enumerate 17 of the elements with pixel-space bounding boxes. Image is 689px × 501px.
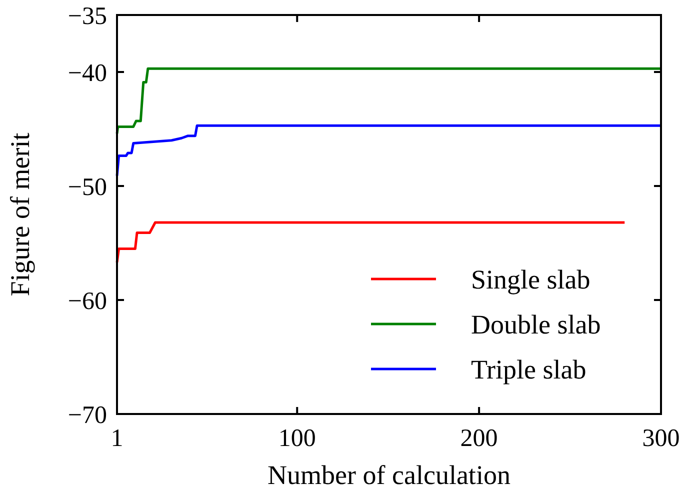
line-series xyxy=(116,67,662,135)
line-series xyxy=(116,124,662,177)
legend-label: Double slab xyxy=(471,309,601,340)
y-axis-title: Figure of merit xyxy=(5,132,35,296)
x-tick-label: 1 xyxy=(110,425,124,452)
y-tick-label: −70 xyxy=(68,402,107,429)
legend-label: Triple slab xyxy=(471,354,586,384)
y-tick-label: −60 xyxy=(68,288,107,315)
y-tick-label: −40 xyxy=(68,60,107,87)
x-axis-title: Number of calculation xyxy=(268,460,511,490)
x-tick-label: 300 xyxy=(642,425,680,452)
y-tick-label: −50 xyxy=(68,174,107,201)
y-tick-label: −35 xyxy=(68,2,107,30)
x-tick-label: 200 xyxy=(460,425,498,452)
line-series xyxy=(116,221,626,264)
x-tick-label: 100 xyxy=(278,425,316,452)
legend-label: Single slab xyxy=(471,264,590,294)
